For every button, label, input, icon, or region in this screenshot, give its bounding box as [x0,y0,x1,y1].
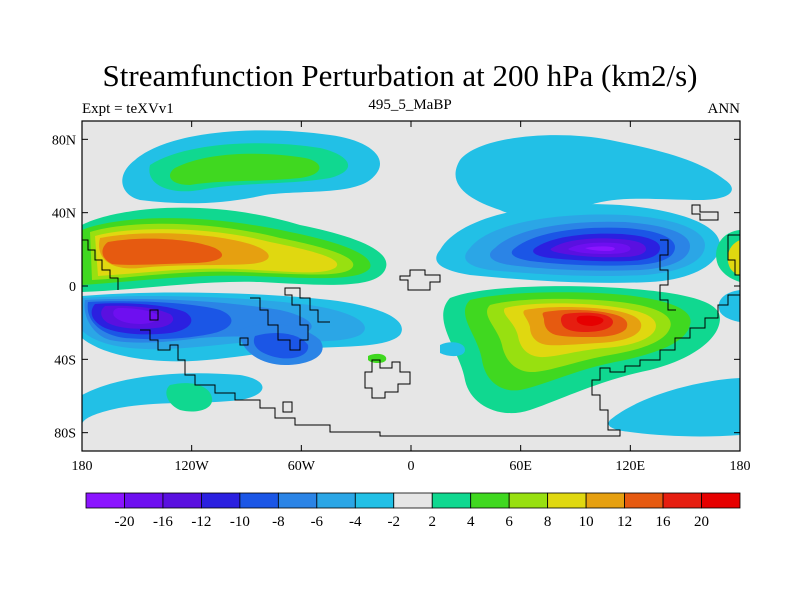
x-tick-label: 120W [175,459,210,474]
contour-small-green-south [368,353,387,363]
y-tick-label: 0 [69,280,76,295]
contour-north-pacific-negative [122,130,381,204]
colorbar-label: -12 [191,514,211,530]
colorbar-label: -6 [311,514,324,530]
colorbar-swatch [316,492,356,509]
chart-title: Streamfunction Perturbation at 200 hPa (… [102,58,698,93]
colorbar-label: 10 [579,514,594,530]
x-tick-label: 0 [408,459,415,474]
x-tick-label: 60W [288,459,316,474]
colorbar-label: -20 [114,514,134,530]
colorbar-label: 20 [694,514,709,530]
colorbar-label: -2 [388,514,401,530]
experiment-label: Expt = teXVv1 [82,101,174,117]
y-tick-label: 40N [52,207,76,222]
contour-indian-ocean-positive [443,286,720,414]
colorbar-swatch [393,492,433,509]
x-tick-label: 60E [509,459,532,474]
colorbar-swatch [662,492,702,509]
y-tick-label: 40S [54,353,76,368]
contour-small-south-atlantic [440,342,465,357]
colorbar-swatch [547,492,587,509]
x-tick-label: 180 [730,459,751,474]
contour-south-america-negative [239,324,323,365]
colorbar-label: 6 [505,514,513,530]
colorbar-swatch [624,492,664,509]
colorbar-label: 8 [544,514,552,530]
colorbar-label: -4 [349,514,362,530]
colorbar-label: -16 [153,514,173,530]
axis-ticks: 180 120W 60W 0 60E 120E 180 80N 40N 0 40S 80S [52,121,751,474]
colorbar-swatch [277,492,318,509]
colorbar-label: -10 [230,514,250,530]
colorbar-swatch [701,492,741,509]
colorbar-swatch [354,492,395,509]
period-label: 495_5_MaBP [368,97,452,113]
colorbar-swatch [470,492,510,509]
colorbar-swatch [124,492,164,509]
x-tick-label: 180 [72,459,93,474]
y-tick-label: 80S [54,427,76,442]
season-label: ANN [707,101,741,117]
x-tick-label: 120E [616,459,646,474]
coastlines [82,204,740,437]
colorbar-swatch [508,492,549,509]
contour-east-south-negative [718,290,740,322]
contour-southern-ocean-west [82,373,263,425]
contour-west-pacific-positive [82,207,387,292]
contour-east-north-positive-inner [727,240,740,276]
colorbar-label: 4 [467,514,475,530]
colorbar-label: 2 [428,514,436,530]
colorbar-swatch [431,492,472,509]
y-tick-label: 80N [52,133,76,148]
colorbar-swatch [85,492,125,509]
colorbar-label: 16 [656,514,672,530]
colorbar-swatch [239,492,279,509]
colorbar-swatch [162,492,202,509]
contour-southern-ocean-east [608,378,740,437]
colorbar-label: -8 [272,514,285,530]
colorbar-label: 12 [617,514,632,530]
colorbar-swatch [585,492,625,509]
colorbar: -20 -16 -12 -10 -8 -6 -4 -2 2 4 6 8 10 12 16 20 [85,492,741,530]
colorbar-swatch [201,492,241,509]
contour-asia-negative [436,135,732,283]
